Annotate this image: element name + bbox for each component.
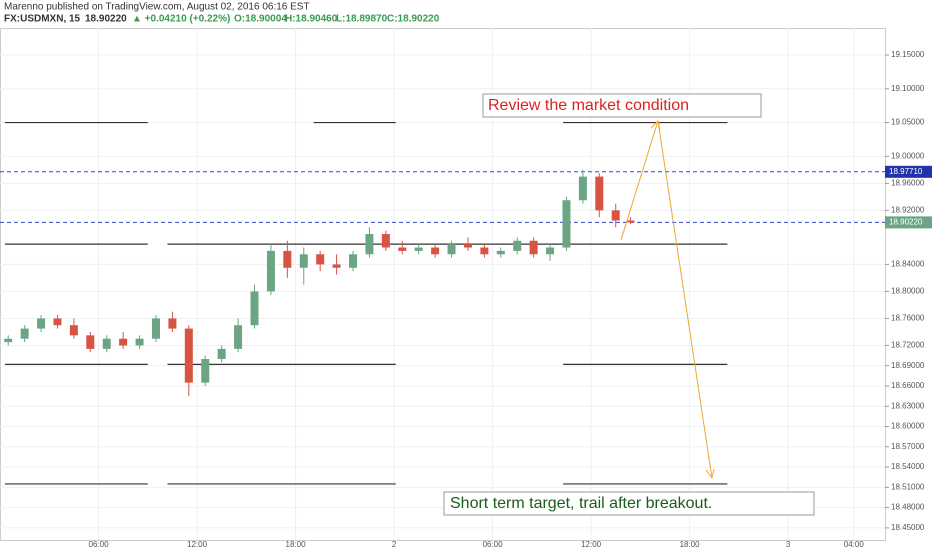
candle-body (20, 328, 29, 339)
x-tick-label: 12:00 (581, 540, 602, 549)
x-tick-label: 2 (392, 540, 397, 549)
arrow-head (705, 468, 715, 480)
candle-body (626, 220, 635, 223)
x-tick-label: 06:00 (483, 540, 504, 549)
candle-body (332, 264, 341, 268)
ohlc: H:18.90460 (285, 14, 338, 25)
candle-body (414, 247, 423, 251)
x-tick-label: 04:00 (844, 540, 865, 549)
candle-body (4, 338, 13, 343)
candle-body (234, 325, 243, 349)
x-tick-label: 06:00 (89, 540, 110, 549)
y-tick-label: 18.66000 (891, 381, 925, 390)
y-tick-label: 18.48000 (891, 503, 925, 512)
candle-body (578, 176, 587, 201)
x-tick-label: 18:00 (680, 540, 701, 549)
candle-body (316, 254, 325, 265)
candle-body (151, 318, 160, 339)
candle-body (184, 328, 193, 383)
candle-body (250, 291, 259, 326)
symbol: FX:USDMXN, 15 (4, 14, 81, 25)
ohlc: C:18.90220 (387, 14, 440, 25)
y-tick-label: 19.10000 (891, 84, 925, 93)
y-tick-label: 18.60000 (891, 422, 925, 431)
price-tag (885, 165, 932, 178)
candle-body (217, 348, 226, 359)
symbol-line: FX:USDMXN, 15 18.90220 ▲ +0.04210 (+0.22… (4, 14, 440, 25)
y-tick-label: 18.54000 (891, 462, 925, 471)
y-tick-label: 18.84000 (891, 260, 925, 269)
candle-body (365, 234, 374, 255)
candle-body (496, 250, 505, 255)
plot-frame (0, 28, 886, 541)
candle-body (102, 338, 111, 349)
y-tick-label: 18.51000 (891, 482, 925, 491)
x-tick-label: 18:00 (286, 540, 307, 549)
candle-body (447, 244, 456, 255)
candle-body (283, 250, 292, 268)
annotation-box (482, 93, 762, 118)
x-tick-label: 3 (786, 540, 791, 549)
y-tick-label: 18.80000 (891, 287, 925, 296)
candle-body (201, 358, 210, 383)
y-tick-label: 19.15000 (891, 50, 925, 59)
arrow-head (650, 120, 661, 131)
candle-body (595, 176, 604, 211)
header: Marenno published on TradingView.com, Au… (4, 2, 310, 13)
y-tick-label: 19.05000 (891, 118, 925, 127)
y-tick-label: 19.00000 (891, 151, 925, 160)
candle-body (480, 247, 489, 255)
y-tick-label: 18.76000 (891, 314, 925, 323)
y-tick-label: 18.72000 (891, 341, 925, 350)
candle-body (381, 234, 390, 248)
ohlc: O:18.90004 (234, 14, 287, 25)
y-tick-label: 18.96000 (891, 178, 925, 187)
candle-body (86, 335, 95, 349)
y-tick-label: 18.45000 (891, 523, 925, 532)
x-tick-label: 12:00 (187, 540, 208, 549)
y-tick-label: 18.57000 (891, 442, 925, 451)
candle-body (135, 338, 144, 346)
change: ▲ +0.04210 (+0.22%) (132, 14, 230, 25)
annotation-box (443, 491, 815, 516)
candle-body (398, 247, 407, 251)
candle-body (299, 254, 308, 268)
y-tick-label: 18.63000 (891, 401, 925, 410)
candle-body (546, 247, 555, 255)
candle-body (349, 254, 358, 268)
price-tag (885, 216, 932, 229)
candle-body (119, 338, 128, 346)
candle-body (611, 210, 620, 221)
ohlc: L:18.89870 (336, 14, 388, 25)
candle-body (562, 200, 571, 248)
candle-body (69, 325, 78, 336)
y-tick-label: 18.69000 (891, 361, 925, 370)
price-tag-label: 18.97710 (889, 167, 923, 176)
candle-body (37, 318, 46, 329)
candle-body (53, 318, 62, 326)
candle-body (266, 250, 275, 292)
candle-body (463, 244, 472, 248)
candle-body (431, 247, 440, 255)
candle-body (529, 240, 538, 255)
candle-body (513, 240, 522, 251)
annotation: Short term target, trail after breakout. (450, 495, 712, 512)
annotation: Review the market condition (488, 97, 689, 114)
price-tag-label: 18.90220 (889, 218, 923, 227)
last-price: 18.90220 (85, 14, 127, 25)
y-tick-label: 18.92000 (891, 205, 925, 214)
candle-body (168, 318, 177, 329)
arrows (620, 120, 715, 480)
